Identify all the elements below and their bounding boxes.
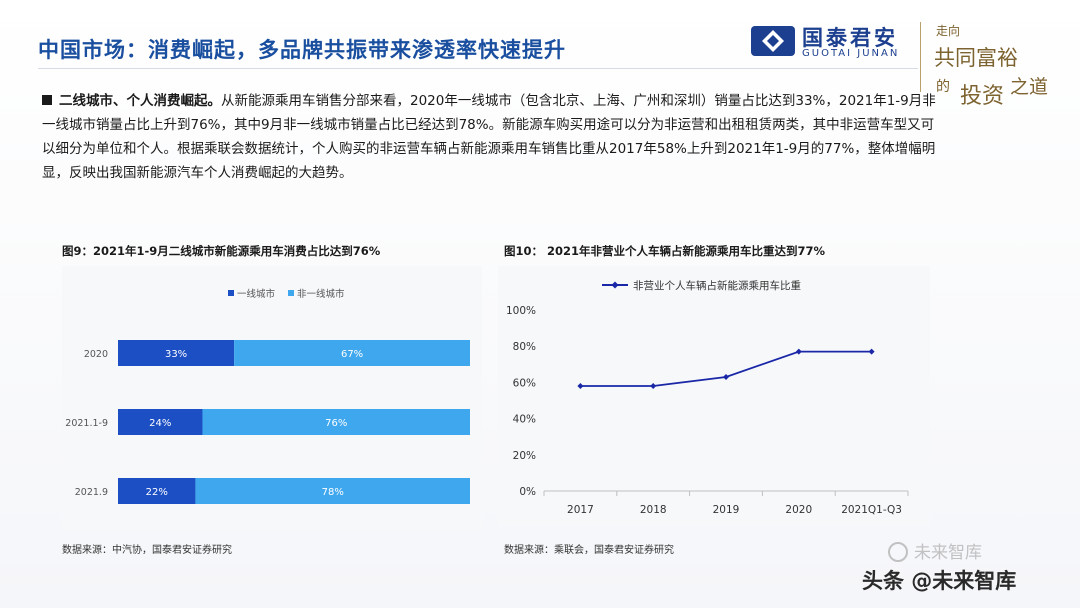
bullet-text: 从新能源乘用车销售分部来看，2020年一线城市（包含北京、上海、广州和深圳）销量… bbox=[42, 93, 936, 181]
slogan-divider bbox=[920, 22, 921, 92]
legend-marker bbox=[611, 281, 619, 289]
brand-logo: 国泰君安 GUOTAI JUNAN bbox=[750, 22, 910, 62]
x-tick-label: 2017 bbox=[567, 504, 594, 516]
bar-segment bbox=[202, 409, 471, 435]
fig9-source: 数据来源：中汽协，国泰君安证券研究 bbox=[62, 545, 232, 556]
bullet-lead: 二线城市、个人消费崛起。 bbox=[59, 93, 221, 109]
data-label: 22% bbox=[146, 487, 168, 498]
slogan-line: 投资 bbox=[960, 84, 1005, 109]
bar-segment bbox=[118, 409, 203, 435]
fig9-title: 图9：2021年1-9月二线城市新能源乘用车消费占比达到76% bbox=[62, 244, 381, 258]
slogan-calligraphy: 走向 共同富裕 的 投资 之道 bbox=[930, 14, 1060, 124]
fig10-title: 图10： 2021年非营业个人车辆占新能源乘用车比重达到77% bbox=[504, 244, 826, 258]
data-point bbox=[650, 383, 657, 390]
y-tick-label: 60% bbox=[513, 377, 536, 389]
slogan-line: 共同富裕 bbox=[934, 46, 1018, 70]
legend-swatch bbox=[228, 290, 234, 296]
category-label: 2021.1-9 bbox=[65, 418, 108, 429]
slogan-line: 走向 bbox=[936, 24, 961, 38]
x-tick-label: 2020 bbox=[785, 504, 812, 516]
bullet-paragraph: 二线城市、个人消费崛起。从新能源乘用车销售分部来看，2020年一线城市（包含北京… bbox=[42, 89, 942, 185]
slogan-line: 之道 bbox=[1010, 76, 1049, 98]
data-point bbox=[577, 383, 584, 390]
data-label: 67% bbox=[341, 349, 363, 360]
legend-label: 非一线城市 bbox=[297, 288, 345, 300]
data-label: 33% bbox=[165, 349, 187, 360]
legend-label: 一线城市 bbox=[237, 288, 276, 300]
slogan-line: 的 bbox=[936, 79, 950, 95]
page-title: 中国市场：消费崛起，多品牌共振带来渗透率快速提升 bbox=[38, 38, 566, 62]
brand-logo-cn: 国泰君安 bbox=[802, 26, 898, 50]
wechat-icon bbox=[888, 542, 908, 562]
fig9-chart: 一线城市 非一线城市 2020 33% 67% 2021.1-9 24% 76% 2021.9 2… bbox=[65, 288, 471, 504]
bullet-square-icon bbox=[42, 95, 52, 105]
x-tick-label: 2019 bbox=[713, 504, 740, 516]
legend-swatch bbox=[288, 290, 294, 296]
x-tick-label: 2021Q1-Q3 bbox=[841, 504, 902, 516]
category-label: 2021.9 bbox=[75, 487, 108, 498]
data-label: 78% bbox=[322, 487, 344, 498]
data-point bbox=[795, 348, 802, 355]
data-point bbox=[723, 373, 729, 380]
category-label: 2020 bbox=[84, 349, 108, 360]
watermark-text: 头条 @未来智库 bbox=[862, 569, 1017, 593]
x-tick-label: 2018 bbox=[640, 504, 667, 516]
brand-logo-en: GUOTAI JUNAN bbox=[802, 48, 900, 59]
y-tick-label: 20% bbox=[513, 450, 536, 462]
y-tick-label: 0% bbox=[519, 486, 536, 498]
series-line bbox=[580, 350, 872, 387]
bar-segment bbox=[234, 340, 470, 366]
bar-segment bbox=[118, 478, 196, 504]
fig10-source: 数据来源：乘联会，国泰君安证券研究 bbox=[504, 545, 674, 556]
data-label: 24% bbox=[149, 418, 171, 429]
bar-segment bbox=[118, 340, 235, 366]
legend-label: 非营业个人车辆占新能源乘用车比重 bbox=[633, 279, 801, 292]
fig10-panel: 非营业个人车辆占新能源乘用车比重 0% 20% 40% 60% 80% 100% 2017 20… bbox=[498, 266, 930, 526]
y-tick-label: 100% bbox=[506, 305, 536, 317]
bar-segment bbox=[195, 478, 470, 504]
data-point bbox=[868, 348, 875, 355]
data-label: 76% bbox=[325, 418, 347, 429]
brand-logo-icon bbox=[751, 26, 795, 56]
fig9-panel: 一线城市 非一线城市 2020 33% 67% 2021.1-9 24% 76% 2021.9 2… bbox=[62, 266, 482, 530]
watermark-badge: 未来智库 bbox=[888, 538, 982, 563]
header-divider bbox=[38, 68, 918, 69]
y-tick-label: 40% bbox=[513, 414, 536, 426]
y-tick-label: 80% bbox=[513, 341, 536, 353]
fig10-chart: 非营业个人车辆占新能源乘用车比重 0% 20% 40% 60% 80% 100% 2017 20… bbox=[506, 279, 909, 516]
